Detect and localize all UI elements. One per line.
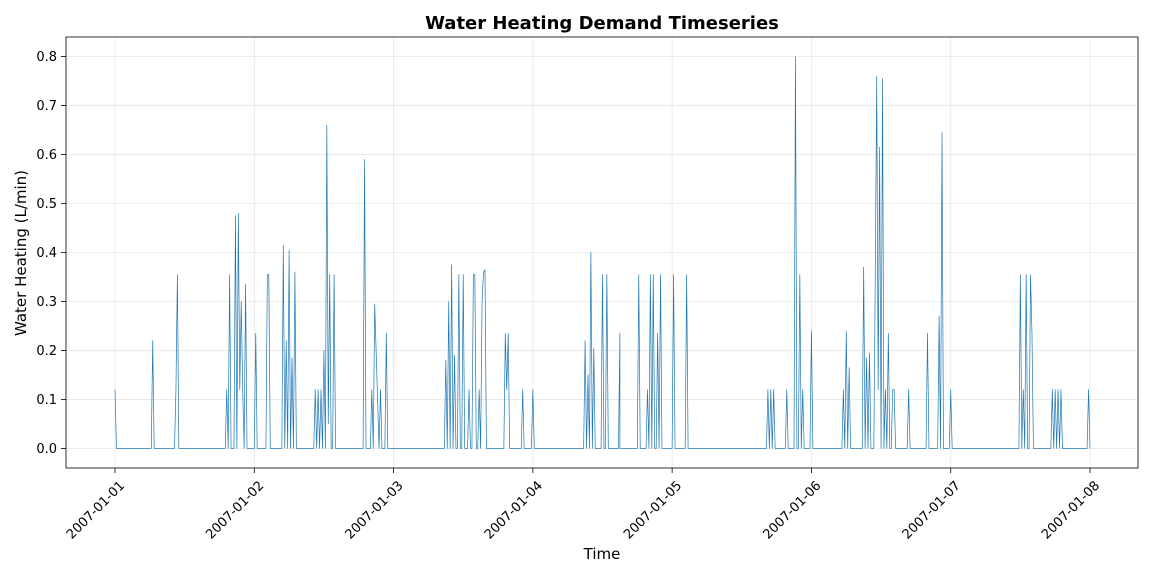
y-tick-label: 0.7	[36, 99, 57, 114]
x-tick-label: 2007-01-07	[900, 478, 964, 542]
x-axis-ticks: 2007-01-01 2007-01-02 2007-01-03 2007-01-04…	[64, 468, 1103, 542]
y-axis-label: Water Heating (L/min)	[12, 170, 30, 336]
y-tick-label: 0.6	[36, 148, 57, 163]
y-tick-label: 0.1	[36, 393, 57, 408]
x-tick-label: 2007-01-06	[760, 478, 824, 542]
y-tick-label: 0.5	[36, 197, 57, 212]
y-tick-label: 0.0	[36, 442, 57, 457]
series-line	[114, 56, 1091, 449]
x-tick-label: 2007-01-01	[64, 478, 128, 542]
y-tick-label: 0.2	[36, 344, 57, 359]
chart-title: Water Heating Demand Timeseries	[425, 13, 779, 34]
x-tick-label: 2007-01-03	[343, 478, 407, 542]
y-tick-label: 0.8	[36, 50, 57, 65]
x-tick-label: 2007-01-05	[621, 478, 685, 542]
x-tick-label: 2007-01-02	[203, 478, 267, 542]
series-layer	[114, 56, 1091, 449]
x-axis-label: Time	[583, 545, 621, 563]
y-axis-ticks: 0.0 0.1 0.2 0.3 0.4 0.5 0.6 0.7 0.8	[36, 50, 66, 457]
y-tick-label: 0.3	[36, 295, 57, 310]
x-tick-label: 2007-01-08	[1039, 478, 1103, 542]
y-tick-label: 0.4	[36, 246, 57, 261]
x-tick-label: 2007-01-04	[482, 478, 546, 542]
